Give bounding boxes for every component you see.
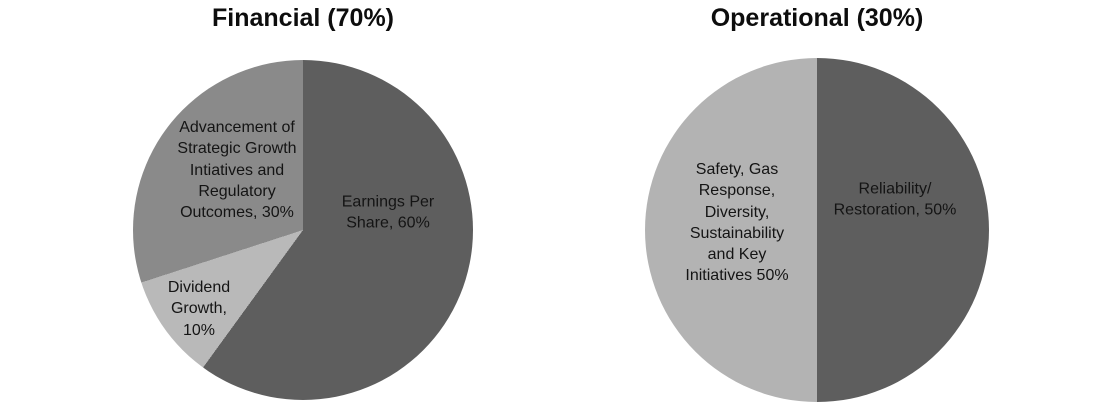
slice-label-advancement-strategic-growth: Advancement of Strategic Growth Intiativ… xyxy=(177,118,297,221)
operational-pie: Reliability/ Restoration, 50% Safety, Ga… xyxy=(645,58,989,402)
slice-label-safety-gas-response: Safety, Gas Response, Diversity, Sustain… xyxy=(685,161,789,285)
operational-chart-section: Operational (30%) Reliability/ Restorati… xyxy=(645,0,989,409)
slice-label-reliability-restoration: Reliability/ Restoration, 50% xyxy=(833,180,957,219)
financial-chart-section: Financial (70%) Earnings Per Share, 60% … xyxy=(133,0,473,409)
slice-label-earnings-per-share: Earnings Per Share, 60% xyxy=(341,193,435,232)
slice-label-dividend-growth: Dividend Growth, 10% xyxy=(167,279,231,339)
operational-chart-title: Operational (30%) xyxy=(710,4,924,32)
financial-pie: Earnings Per Share, 60% Dividend Growth,… xyxy=(133,60,473,400)
financial-chart-title: Financial (70%) xyxy=(212,4,394,32)
